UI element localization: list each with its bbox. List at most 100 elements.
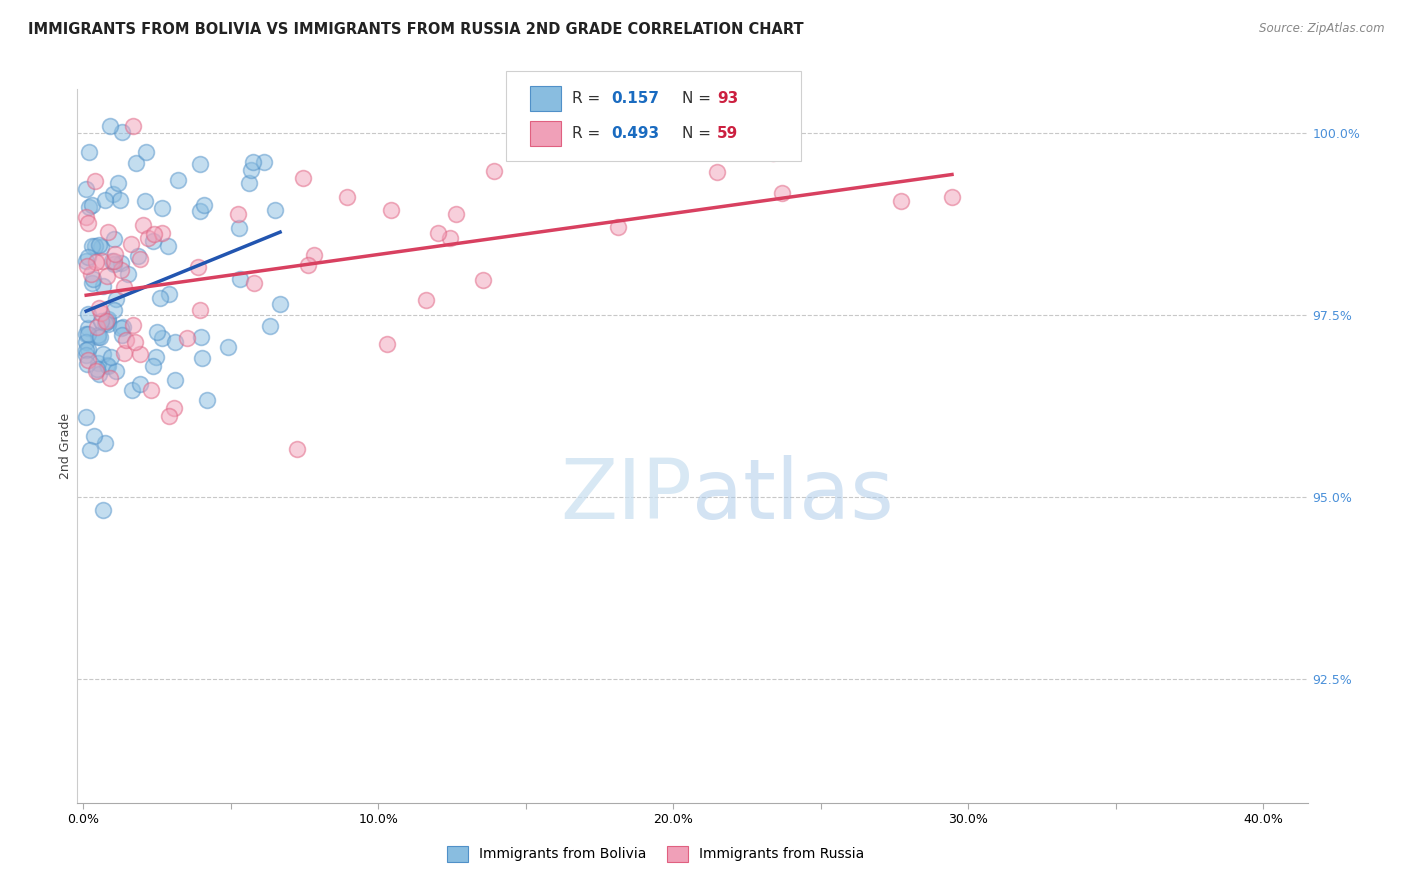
Point xyxy=(157,286,180,301)
Point xyxy=(145,350,167,364)
Point xyxy=(120,237,142,252)
Point xyxy=(134,194,156,209)
Point xyxy=(114,333,136,347)
Point xyxy=(117,267,139,281)
Point xyxy=(93,435,115,450)
Y-axis label: 2nd Grade: 2nd Grade xyxy=(59,413,72,479)
Point xyxy=(87,330,110,344)
Point xyxy=(110,255,132,269)
Point xyxy=(104,292,127,306)
Point xyxy=(86,320,108,334)
Point xyxy=(79,268,101,282)
Point xyxy=(112,319,135,334)
Text: Source: ZipAtlas.com: Source: ZipAtlas.com xyxy=(1260,22,1385,36)
Point xyxy=(90,240,112,254)
Point xyxy=(127,249,149,263)
Point xyxy=(89,330,111,344)
Point xyxy=(75,409,97,424)
Point xyxy=(380,202,402,217)
Text: 0.493: 0.493 xyxy=(612,127,659,141)
Point xyxy=(94,314,117,328)
Point xyxy=(150,227,173,241)
Point xyxy=(103,232,125,246)
Point xyxy=(97,312,120,326)
Point xyxy=(83,239,105,253)
Point xyxy=(159,409,181,423)
Point xyxy=(76,357,98,371)
Point xyxy=(108,193,131,207)
Point xyxy=(228,221,250,235)
Point xyxy=(150,331,173,345)
Point xyxy=(77,353,100,368)
Point xyxy=(129,347,152,361)
Point xyxy=(98,371,121,385)
Point xyxy=(77,326,100,341)
Point xyxy=(121,119,143,133)
Point xyxy=(142,234,165,248)
Point xyxy=(141,384,163,398)
Point xyxy=(91,254,114,268)
Text: atlas: atlas xyxy=(693,456,894,536)
Text: 0.157: 0.157 xyxy=(612,91,659,105)
Point xyxy=(135,145,157,159)
Point xyxy=(149,291,172,305)
Point xyxy=(76,250,98,264)
Text: N =: N = xyxy=(682,127,716,141)
Point xyxy=(97,317,120,331)
Point xyxy=(91,503,114,517)
Point xyxy=(77,216,100,230)
Point xyxy=(111,328,134,343)
Point xyxy=(91,279,114,293)
Point xyxy=(166,172,188,186)
Point xyxy=(111,126,134,140)
Point xyxy=(136,231,159,245)
Point xyxy=(96,358,118,372)
Point xyxy=(606,219,628,234)
Point xyxy=(252,155,274,169)
Point xyxy=(107,177,129,191)
Point xyxy=(706,165,728,179)
Point xyxy=(190,204,212,219)
Point xyxy=(263,202,285,217)
Point xyxy=(112,346,135,360)
Point xyxy=(427,226,450,240)
Point xyxy=(190,157,212,171)
Point xyxy=(217,340,239,354)
Point xyxy=(104,364,127,378)
Text: ZIP: ZIP xyxy=(561,456,693,536)
Point xyxy=(83,428,105,442)
Point xyxy=(128,252,150,266)
Point xyxy=(285,442,308,457)
Point xyxy=(228,207,250,221)
Text: N =: N = xyxy=(682,91,716,105)
Legend: Immigrants from Bolivia, Immigrants from Russia: Immigrants from Bolivia, Immigrants from… xyxy=(441,840,870,867)
Point xyxy=(191,351,214,365)
Point xyxy=(143,227,166,241)
Point xyxy=(90,306,112,320)
Point xyxy=(269,296,291,310)
Point xyxy=(82,272,104,286)
Point xyxy=(124,335,146,350)
Point xyxy=(86,362,108,376)
Point xyxy=(100,350,122,364)
Point xyxy=(98,119,121,133)
Point xyxy=(87,356,110,370)
Point xyxy=(941,190,963,204)
Point xyxy=(150,202,173,216)
Point xyxy=(195,392,218,407)
Point xyxy=(163,334,186,349)
Point xyxy=(297,259,319,273)
Point xyxy=(471,273,494,287)
Point xyxy=(165,373,187,387)
Point xyxy=(76,307,98,321)
Point xyxy=(146,325,169,339)
Point xyxy=(89,301,111,316)
Point xyxy=(259,319,281,334)
Point xyxy=(75,343,97,358)
Point xyxy=(75,326,97,341)
Point xyxy=(770,186,793,200)
Point xyxy=(93,194,115,208)
Point xyxy=(82,198,104,212)
Point xyxy=(101,186,124,201)
Point xyxy=(292,171,315,186)
